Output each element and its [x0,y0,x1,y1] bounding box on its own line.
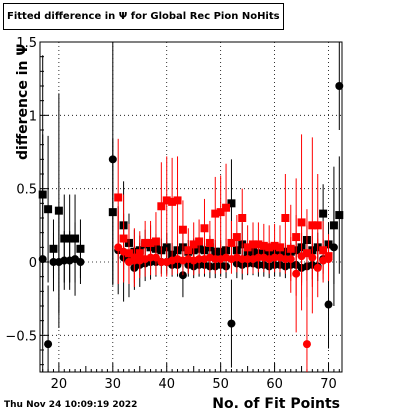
data-point-square [232,233,241,242]
data-point-square [44,205,53,214]
data-point-square [157,202,166,211]
data-point-square [216,208,225,217]
data-point-circle [297,252,306,261]
data-point-circle [227,319,236,328]
y-tick-label: 1.5 [16,36,37,51]
data-point-square [114,193,123,202]
x-tick-label: 70 [320,377,337,392]
data-point-circle [151,253,160,262]
data-point-circle [324,300,333,309]
series-3 [114,210,333,372]
data-marks [38,42,344,372]
data-point-square [281,214,290,222]
data-point-circle [292,269,301,278]
data-point-square [168,197,177,206]
data-point-square [335,211,344,220]
data-point-circle [114,243,123,252]
data-point-circle [44,340,53,349]
data-point-circle [329,243,338,252]
timestamp: Thu Nov 24 10:09:19 2022 [4,400,138,410]
data-point-square [313,221,322,230]
data-point-square [173,196,182,205]
title-suffix: for Global Rec Pion NoHits [130,11,280,22]
data-point-circle [76,258,85,266]
y-tick-label: −0.5 [5,329,37,344]
data-point-circle [302,340,311,349]
data-point-circle [286,255,295,264]
data-point-square [238,214,247,222]
data-point-circle [119,247,128,256]
data-point-square [227,238,236,247]
x-tick-label: 50 [212,377,229,392]
axis-ticks: 20 30 40 50 60 70 −0.5 0 0.5 1 1.5 [5,36,340,392]
data-point-square [200,224,209,233]
data-point-square [308,221,317,230]
data-point-circle [313,263,322,272]
title-symbol: Ψ [118,11,128,22]
y-tick-label: 0 [29,256,37,271]
x-tick-label: 40 [158,377,175,392]
x-tick-label: 20 [51,377,68,392]
data-point-square [222,203,231,212]
data-point-square [211,209,220,218]
data-point-square [178,225,187,234]
x-tick-label: 30 [105,377,122,392]
data-point-circle [308,253,317,262]
x-tick-label: 60 [266,377,283,392]
chart-title: Fitted difference in Ψ for Global Rec Pi… [3,3,284,30]
data-point-circle [108,155,117,164]
y-tick-label: 1 [29,109,37,124]
title-prefix: Fitted difference in [7,11,116,22]
data-point-square [189,240,198,249]
data-point-circle [38,255,47,264]
y-tick-label: 0.5 [16,183,37,198]
data-point-square [162,196,171,205]
y-axis-label: difference in Ψ [15,43,31,160]
data-point-square [195,237,204,246]
x-axis-label: No. of Fit Points [212,396,340,412]
data-point-circle [335,82,344,90]
data-point-square [302,249,311,258]
data-point-square [227,199,236,208]
plot-frame [39,41,343,373]
data-point-square [297,218,306,227]
data-point-square [319,209,328,218]
data-point-circle [324,255,333,264]
